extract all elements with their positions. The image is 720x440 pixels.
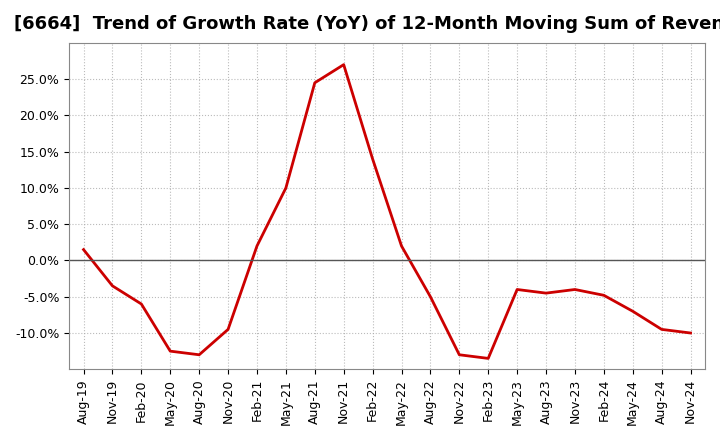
Title: [6664]  Trend of Growth Rate (YoY) of 12-Month Moving Sum of Revenues: [6664] Trend of Growth Rate (YoY) of 12-…: [14, 15, 720, 33]
